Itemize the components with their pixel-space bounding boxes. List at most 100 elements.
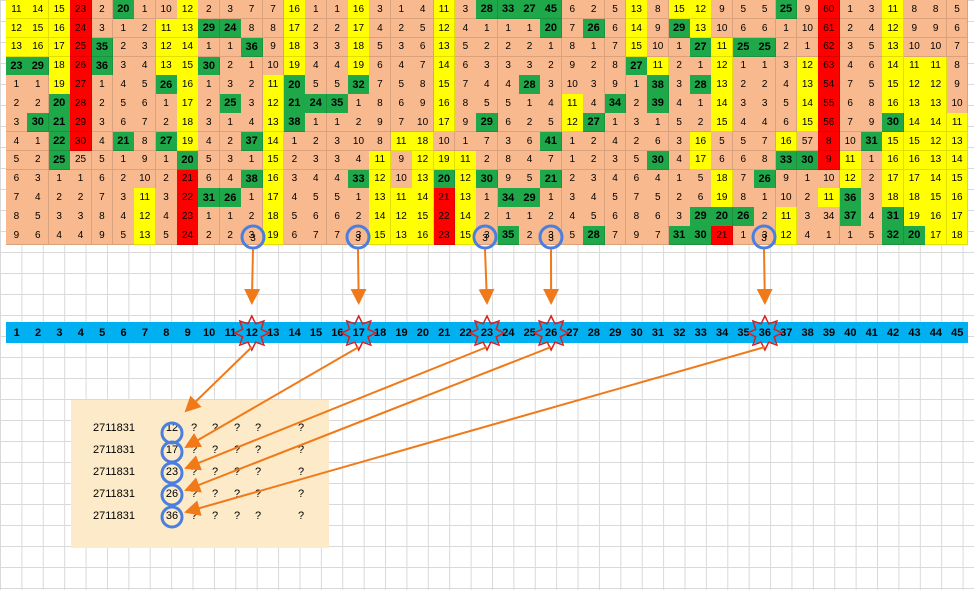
grid-cell: 1: [241, 150, 264, 171]
grid-cell: 14: [369, 207, 392, 227]
grid-cell: 4: [668, 150, 691, 171]
grid-cell: 2: [754, 75, 777, 95]
grid-cell: 3: [48, 207, 71, 227]
grid-cell: 3: [155, 188, 178, 208]
grid-cell: 9: [775, 169, 798, 189]
grid-cell: 5: [861, 226, 883, 246]
grid-cell: 45: [540, 0, 563, 20]
grid-cell: 18: [262, 207, 285, 227]
grid-cell: 2: [476, 37, 499, 58]
grid-cell: 3: [540, 226, 563, 246]
grid-cell: 15: [925, 188, 948, 208]
grid-cell: 3: [754, 94, 777, 114]
grid-cell: 12: [433, 18, 456, 39]
result-unknown: ?: [233, 422, 241, 434]
grid-cell: 21: [177, 169, 199, 189]
grid-cell: 8: [91, 207, 114, 227]
grid-cell: 30: [198, 56, 221, 76]
grid-cell: 26: [155, 75, 178, 95]
grid-cell: 13: [6, 37, 28, 58]
grid-cell: 10: [796, 18, 819, 39]
grid-cell: 1: [155, 94, 178, 114]
grid-cell: 24: [219, 18, 242, 39]
grid-cell: 9: [412, 94, 435, 114]
grid-cell: 12: [412, 150, 435, 171]
grid-cell: 8: [412, 75, 435, 95]
grid-cell: 19: [48, 75, 71, 95]
number-bar-cell: 22: [459, 326, 472, 339]
grid-cell: 9: [711, 0, 734, 20]
grid-cell: 4: [390, 56, 413, 76]
grid-cell: 2: [219, 131, 242, 152]
grid-cell: 4: [583, 94, 606, 114]
grid-cell: 25: [775, 0, 798, 20]
result-unknown: ?: [297, 444, 305, 456]
grid-cell: 2: [476, 150, 499, 171]
number-bar-cell: 17: [352, 326, 365, 339]
grid-cell: 3: [583, 169, 606, 189]
grid-cell: 3: [519, 56, 541, 76]
grid-cell: 7: [91, 188, 114, 208]
grid-cell: 17: [882, 169, 905, 189]
result-unknown: ?: [297, 510, 305, 522]
grid-cell: 8: [625, 207, 648, 227]
grid-cell: 10: [818, 169, 841, 189]
grid-cell: 5: [561, 226, 584, 246]
grid-cell: 9: [796, 0, 819, 20]
grid-cell: 38: [241, 169, 264, 189]
grid-cell: 9: [604, 75, 627, 95]
grid-cell: 8: [262, 18, 285, 39]
number-bar-cell: 16: [331, 326, 344, 339]
grid-cell: 13: [882, 37, 905, 58]
grid-cell: 15: [903, 131, 926, 152]
grid-cell: 7: [241, 0, 264, 20]
result-row: 2711831 23?????: [71, 462, 329, 484]
grid-cell: 21: [711, 226, 734, 246]
grid-cell: 13: [177, 18, 199, 39]
grid-cell: 10: [561, 75, 584, 95]
grid-cell: 12: [369, 169, 392, 189]
grid-cell: 14: [925, 169, 948, 189]
grid-cell: 18: [348, 37, 370, 58]
grid-cell: 29: [476, 113, 499, 133]
grid-cell: 4: [839, 56, 862, 76]
grid-cell: 6: [946, 18, 969, 39]
result-unknown: ?: [254, 466, 262, 478]
grid-cell: 7: [412, 56, 435, 76]
grid-cell: 6: [690, 188, 712, 208]
number-bar-cell: 5: [99, 326, 106, 339]
number-bar-cell: 2: [35, 326, 42, 339]
grid-cell: 7: [262, 0, 285, 20]
grid-cell: 12: [839, 169, 862, 189]
grid-cell: 3: [241, 226, 264, 246]
grid-cell: 17: [48, 37, 71, 58]
grid-cell: 17: [690, 150, 712, 171]
grid-cell: 6: [561, 0, 584, 20]
grid-cell: 19: [283, 56, 306, 76]
grid-cell: 9: [454, 113, 477, 133]
grid-cell: 5: [454, 37, 477, 58]
grid-cell: 2: [775, 37, 798, 58]
grid-cell: 1: [390, 0, 413, 20]
grid-cell: 2: [27, 94, 50, 114]
grid-cell: 8: [369, 94, 392, 114]
grid-cell: 10: [412, 113, 435, 133]
grid-cell: 2: [305, 131, 328, 152]
grid-cell: 31: [198, 188, 221, 208]
grid-cell: 2: [839, 18, 862, 39]
grid-cell: 2: [91, 94, 114, 114]
grid-cell: 15: [177, 56, 199, 76]
grid-cell: 28: [690, 75, 712, 95]
grid-cell: 12: [882, 18, 905, 39]
grid-cell: 5: [647, 188, 670, 208]
result-unknown: ?: [254, 488, 262, 500]
grid-cell: 2: [48, 188, 71, 208]
grid-cell: 2: [134, 18, 157, 39]
grid-cell: 7: [6, 188, 28, 208]
grid-cell: 3: [390, 37, 413, 58]
number-bar-cell: 14: [288, 326, 301, 339]
grid-cell: 3: [454, 0, 477, 20]
grid-cell: 16: [925, 207, 948, 227]
grid-cell: 26: [754, 169, 777, 189]
grid-cell: 4: [497, 75, 520, 95]
